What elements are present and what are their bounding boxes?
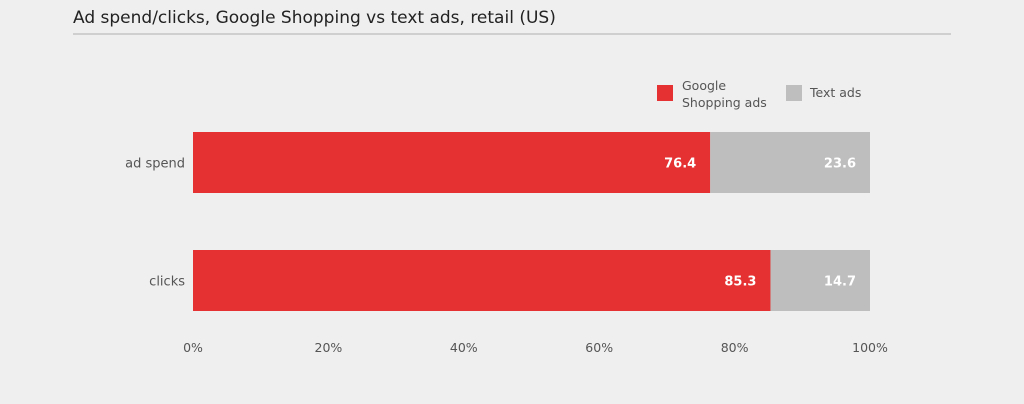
x-tick-label: 80%: [721, 340, 749, 355]
data-label: 23.6: [824, 157, 856, 172]
legend-swatch-text-ads: [786, 85, 802, 101]
data-label: 14.7: [824, 275, 856, 290]
data-label: 76.4: [664, 157, 696, 172]
bar-google-shopping-0: [193, 132, 711, 193]
chart-title: Ad spend/clicks, Google Shopping vs text…: [73, 8, 556, 28]
legend-label-google-shopping: Google Shopping ads: [682, 78, 767, 110]
bar-text-ads-1: [770, 250, 870, 311]
category-label: clicks: [149, 275, 185, 290]
legend-swatch-google-shopping: [657, 85, 673, 101]
data-label: 85.3: [724, 275, 756, 290]
legend-label-text-ads: Text ads: [809, 85, 861, 100]
x-tick-label: 100%: [852, 340, 888, 355]
x-tick-label: 0%: [183, 340, 203, 355]
x-tick-label: 40%: [450, 340, 478, 355]
category-label: ad spend: [125, 157, 185, 172]
x-tick-label: 60%: [585, 340, 613, 355]
x-tick-label: 20%: [315, 340, 343, 355]
bar-text-ads-0: [710, 132, 870, 193]
bar-google-shopping-1: [193, 250, 771, 311]
title-divider: [73, 33, 951, 35]
